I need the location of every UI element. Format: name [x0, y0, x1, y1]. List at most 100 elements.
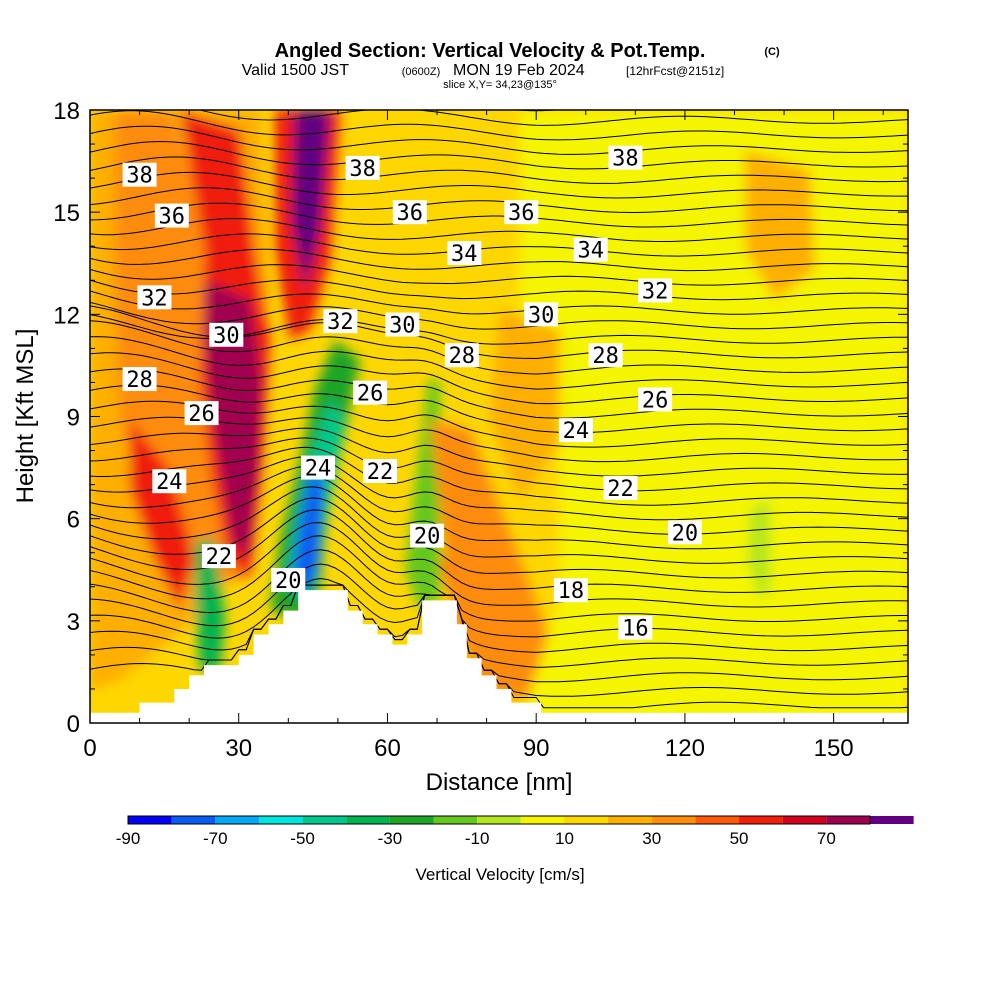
- updraft-core-left: [205, 280, 262, 560]
- theta-label-box: [152, 469, 187, 494]
- theta-label: 28: [444, 343, 479, 369]
- theta-label-box: [588, 343, 623, 368]
- theta-label-box: [201, 544, 236, 569]
- isentrope-line: [90, 368, 908, 419]
- colorbar-tick-label: -70: [203, 829, 228, 848]
- valid-time-line: Valid 1500 JST (0600Z) MON 19 Feb 2024 […: [242, 62, 725, 79]
- isentrope-line: [90, 584, 908, 697]
- theta-label-box: [209, 322, 244, 347]
- isentrope-line: [90, 279, 908, 301]
- theta-label: 22: [363, 458, 398, 485]
- theta-label-box: [667, 520, 702, 545]
- y-tick-label: 18: [53, 98, 80, 125]
- theta-label-text: 28: [126, 368, 153, 393]
- theta-label-box: [608, 145, 643, 170]
- theta-label: 24: [152, 469, 187, 495]
- isentrope-line: [197, 110, 908, 126]
- valid-date: MON 19 Feb 2024: [453, 62, 585, 79]
- colorbar-swatch: [258, 816, 303, 824]
- theta-label-text: 36: [159, 205, 186, 230]
- theta-label-box: [184, 401, 219, 426]
- theta-label-text: 20: [414, 525, 441, 550]
- theta-label: 38: [345, 155, 380, 182]
- isentrope-line: [90, 217, 908, 242]
- theta-label-text: 20: [275, 569, 302, 594]
- theta-label-box: [122, 162, 157, 187]
- isentrope-line: [90, 384, 908, 434]
- theta-label: 24: [301, 455, 336, 482]
- theta-label: 34: [447, 241, 482, 267]
- theta-label-text: 32: [141, 286, 168, 311]
- isentrope-line: [90, 577, 908, 668]
- isentrope-line: [90, 187, 908, 214]
- weak-downdraft-right: [748, 500, 770, 600]
- isentropes: [90, 110, 908, 709]
- theta-label-box: [638, 278, 673, 303]
- theta-label-text: 38: [126, 164, 153, 189]
- theta-label-box: [410, 523, 445, 548]
- theta-label: 32: [638, 278, 673, 304]
- theta-label-text: 38: [612, 147, 639, 172]
- theta-label: 36: [392, 200, 427, 226]
- theta-label-box: [392, 200, 427, 225]
- theta-label-text: 26: [642, 388, 669, 413]
- colorbar-swatch: [826, 816, 870, 824]
- y-tick-label: 12: [53, 302, 80, 329]
- y-tick-label: 6: [67, 507, 80, 534]
- theta-label-box: [301, 455, 336, 480]
- theta-label-text: 38: [349, 157, 376, 182]
- chart-title: Angled Section: Vertical Velocity & Pot.…: [275, 40, 706, 62]
- isentrope-line: [508, 110, 561, 112]
- forecast-info: [12hrFcst@2151z]: [626, 64, 724, 78]
- theta-label-box: [558, 418, 593, 443]
- theta-label: 26: [184, 401, 219, 427]
- theta-label: 16: [618, 615, 653, 642]
- theta-label: 18: [553, 578, 588, 604]
- valid-time: Valid 1500 JST: [242, 62, 350, 79]
- theta-label: 34: [573, 237, 608, 264]
- isentrope-line: [90, 141, 908, 170]
- colorbar-swatch: [564, 816, 609, 824]
- theta-label-box: [385, 312, 420, 337]
- theta-label-box: [271, 567, 306, 592]
- neutral-region-right: [520, 110, 908, 723]
- isentrope-line: [90, 563, 908, 653]
- theta-label-text: 26: [188, 402, 215, 427]
- theta-label: 30: [209, 322, 244, 349]
- theta-label: 36: [154, 203, 189, 230]
- theta-label: 30: [385, 312, 420, 339]
- theta-label-text: 20: [672, 521, 699, 546]
- theta-label: 38: [608, 145, 643, 172]
- theta-label-box: [154, 203, 189, 228]
- colorbar-swatch: [171, 816, 216, 824]
- colorbar-swatch: [477, 816, 521, 824]
- downdraft-right-slope: [405, 380, 440, 610]
- colorbar: -90 -70 -50 -30 -10 10 30 50 70: [116, 815, 914, 848]
- theta-label-text: 32: [327, 310, 354, 335]
- theta-label-box: [524, 302, 559, 327]
- isentrope-line: [90, 110, 908, 141]
- isentrope-line: [90, 427, 908, 477]
- isentrope-line: [90, 264, 908, 286]
- colorbar-label: Vertical Velocity [cm/s]: [415, 865, 584, 884]
- colorbar-tick-label: -50: [290, 829, 315, 848]
- isentrope-line: [90, 456, 908, 521]
- colorbar-tick-label: -10: [465, 829, 490, 848]
- theta-label-box: [444, 343, 479, 368]
- colorbar-swatch: [433, 816, 478, 824]
- colorbar-swatch: [608, 816, 652, 824]
- valid-time-utc: (0600Z): [402, 66, 441, 78]
- isentrope-line: [90, 336, 908, 390]
- theta-label-text: 24: [563, 419, 590, 444]
- theta-label: 26: [353, 380, 388, 407]
- colorbar-tick-label: -90: [116, 829, 141, 848]
- colorbar-tick-label: 30: [642, 829, 661, 848]
- theta-label-box: [603, 476, 638, 501]
- colorbar-tick-label: 50: [730, 829, 749, 848]
- theta-label-text: 22: [607, 477, 634, 502]
- isentrope-line: [90, 584, 908, 683]
- y-tick-label: 15: [53, 200, 80, 227]
